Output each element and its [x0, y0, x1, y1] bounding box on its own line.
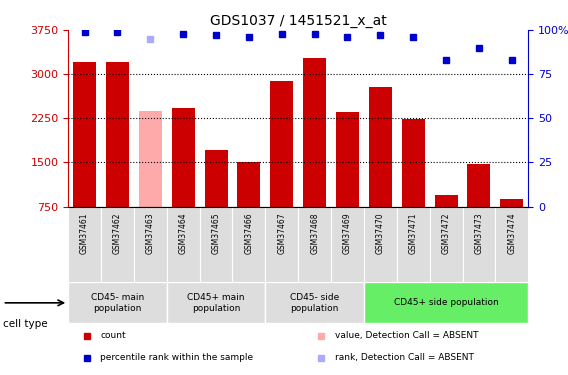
Bar [500, 199, 523, 207]
Text: GSM37473: GSM37473 [474, 213, 483, 254]
Bar [364, 207, 397, 282]
Bar [303, 58, 326, 207]
Text: GSM37467: GSM37467 [277, 213, 286, 254]
Bar [298, 207, 331, 282]
Text: GSM37471: GSM37471 [409, 213, 417, 254]
Bar [397, 207, 429, 282]
Bar [265, 207, 298, 282]
Bar [68, 207, 101, 282]
Text: value, Detection Call = ABSENT: value, Detection Call = ABSENT [335, 331, 478, 340]
Text: GSM37470: GSM37470 [376, 213, 385, 254]
Text: rank, Detection Call = ABSENT: rank, Detection Call = ABSENT [335, 353, 474, 362]
Text: count: count [101, 331, 126, 340]
Bar [467, 164, 490, 207]
Text: GSM37474: GSM37474 [507, 213, 516, 254]
Text: CD45- main
population: CD45- main population [91, 293, 144, 312]
Text: GSM37472: GSM37472 [441, 213, 450, 254]
Bar [232, 207, 265, 282]
Text: GSM37468: GSM37468 [310, 213, 319, 254]
Bar [331, 207, 364, 282]
Bar [265, 282, 364, 323]
Bar [199, 207, 232, 282]
Text: GSM37466: GSM37466 [244, 213, 253, 254]
Text: CD45+ side population: CD45+ side population [394, 298, 499, 307]
Bar [364, 282, 528, 323]
Text: GSM37465: GSM37465 [211, 213, 220, 254]
Bar [270, 81, 293, 207]
Text: GSM37469: GSM37469 [343, 213, 352, 254]
Bar [495, 207, 528, 282]
Text: CD45+ main
population: CD45+ main population [187, 293, 245, 312]
Bar [462, 207, 495, 282]
Text: GSM37461: GSM37461 [80, 213, 89, 254]
Bar [134, 207, 167, 282]
Bar [369, 87, 392, 207]
Text: cell type: cell type [3, 320, 48, 329]
Bar [101, 207, 134, 282]
Bar [435, 195, 458, 207]
Bar [73, 62, 96, 207]
Bar [204, 150, 228, 207]
Bar [167, 282, 265, 323]
Text: GSM37464: GSM37464 [179, 213, 187, 254]
Bar [106, 62, 129, 207]
Bar [167, 207, 199, 282]
Text: percentile rank within the sample: percentile rank within the sample [101, 353, 253, 362]
Text: GSM37463: GSM37463 [146, 213, 155, 254]
Bar [68, 282, 167, 323]
Text: GSM37462: GSM37462 [113, 213, 122, 254]
Title: GDS1037 / 1451521_x_at: GDS1037 / 1451521_x_at [210, 13, 387, 28]
Bar [237, 162, 260, 207]
Bar [336, 112, 359, 207]
Bar [172, 108, 195, 207]
Bar [429, 207, 462, 282]
Bar [139, 111, 162, 207]
Text: CD45- side
population: CD45- side population [290, 293, 339, 312]
Bar [402, 119, 425, 207]
